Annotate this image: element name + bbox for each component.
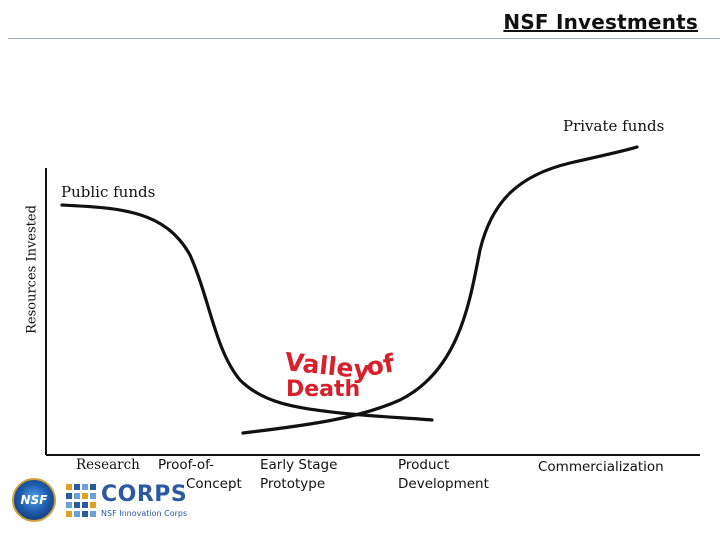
stage-label-line2: Concept — [186, 476, 242, 492]
private-funds-label: Private funds — [563, 117, 665, 135]
valley-text-line1-b: of — [364, 348, 398, 382]
stage-early-prototype: Early Stage Prototype — [260, 456, 337, 494]
stage-research: Research — [76, 456, 140, 475]
stage-label-line1: Commercialization — [538, 459, 664, 475]
title-divider — [8, 38, 720, 39]
logo-area: NSF CORPS NSF Innovation Corps — [8, 474, 198, 534]
public-funds-curve — [60, 203, 434, 422]
stage-proof-of-concept: Proof-of- Concept — [158, 456, 242, 494]
corps-subtitle: NSF Innovation Corps — [101, 509, 188, 518]
stage-product-development: Product Development — [398, 456, 489, 494]
private-funds-curve — [241, 145, 639, 435]
stage-label-line1: Early Stage — [260, 457, 338, 473]
nsf-seal-logo: NSF — [12, 478, 56, 522]
stage-label-line2: Prototype — [260, 476, 326, 492]
slide-title: NSF Investments — [503, 10, 698, 34]
stage-label-line1: Product — [398, 457, 450, 473]
stage-label-line1: Research — [76, 457, 140, 473]
valley-text-line2: Death — [286, 377, 360, 402]
corps-grid-logo — [66, 484, 96, 517]
stage-label-line1: Proof-of- — [158, 457, 214, 473]
stage-label-line2: Development — [398, 476, 489, 492]
stage-commercialization: Commercialization — [538, 458, 664, 477]
corps-wordmark: CORPS — [101, 482, 188, 507]
public-funds-label: Public funds — [61, 183, 156, 201]
y-axis-label: Resources Invested — [24, 205, 40, 334]
